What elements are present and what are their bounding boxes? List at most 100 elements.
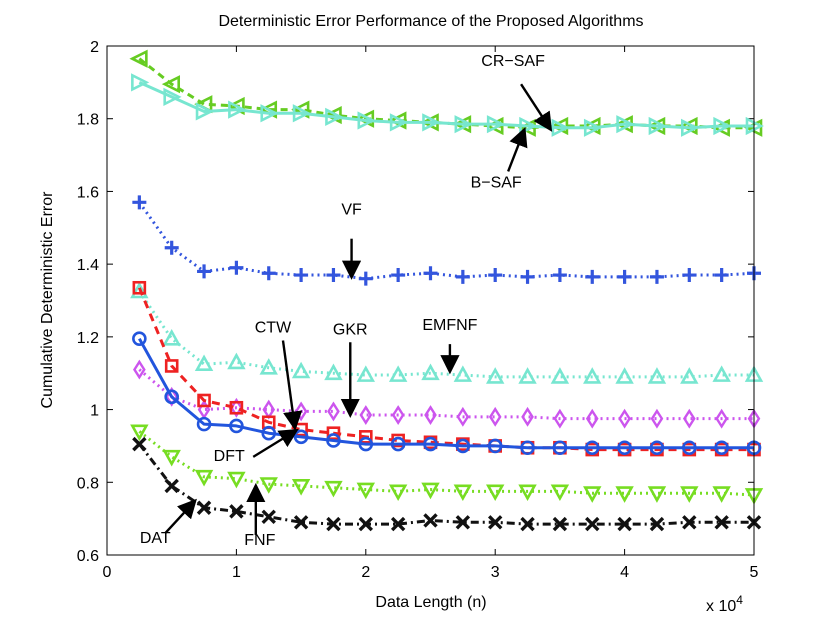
x-axis-title: Data Length (n) — [375, 594, 486, 611]
data-point-dft — [681, 440, 697, 456]
data-point-dat — [164, 478, 179, 494]
data-point-ctw — [229, 400, 244, 415]
data-point-b-saf — [163, 87, 182, 107]
data-point-b-saf — [195, 102, 214, 121]
data-point-gkr — [585, 408, 599, 429]
data-point-gkr — [230, 397, 243, 418]
data-point-fnf — [324, 480, 343, 498]
x-tick-label: 2 — [361, 564, 370, 581]
data-point-dft — [584, 440, 600, 456]
data-point-dat — [390, 516, 406, 532]
data-point-gkr — [521, 406, 534, 427]
data-point-gkr — [650, 408, 664, 429]
data-point-ctw — [358, 430, 373, 444]
data-point-vf — [164, 240, 179, 255]
data-point-fnf — [518, 484, 537, 502]
data-point-cr-saf — [388, 111, 407, 130]
data-point-vf — [649, 269, 664, 284]
data-point-vf — [520, 269, 535, 284]
data-point-gkr — [391, 405, 405, 425]
data-point-emfnf — [550, 367, 570, 384]
chart-title: Deterministic Error Performance of the P… — [218, 13, 643, 30]
data-point-emfnf — [356, 365, 376, 382]
data-point-gkr — [715, 408, 728, 429]
data-point-fnf — [550, 484, 570, 502]
series-vf — [132, 195, 761, 286]
y-axis-title: Cumulative Deterministic Error — [39, 191, 56, 409]
data-point-b-saf — [389, 113, 409, 132]
data-point-fnf — [194, 469, 214, 487]
data-point-b-saf — [486, 115, 506, 134]
data-point-fnf — [712, 486, 731, 503]
data-point-gkr — [327, 401, 340, 422]
data-point-vf — [326, 268, 341, 283]
data-point-b-saf — [454, 115, 473, 134]
data-point-emfnf — [291, 361, 311, 379]
data-point-gkr — [682, 408, 696, 429]
y-tick-label: 0.8 — [77, 475, 99, 492]
data-point-dft — [132, 331, 147, 346]
data-point-dft — [326, 433, 341, 448]
data-point-cr-saf — [549, 116, 569, 136]
data-point-fnf — [615, 486, 634, 503]
data-point-gkr — [133, 359, 146, 380]
x-multiplier-base: x 10 — [706, 598, 736, 615]
plot-area — [107, 46, 754, 555]
data-point-fnf — [485, 484, 505, 502]
data-point-emfnf — [583, 367, 602, 384]
data-point-cr-saf — [129, 49, 148, 68]
data-point-dat — [196, 500, 212, 515]
plot-frame — [106, 45, 755, 556]
annotation-arrow-b-saf — [507, 126, 528, 172]
data-point-b-saf — [713, 116, 732, 136]
annotation-label-cr-saf: CR−SAF — [481, 53, 545, 70]
annotation-arrow-dft — [252, 428, 299, 458]
data-point-dat — [261, 509, 276, 525]
data-point-emfnf — [680, 367, 699, 384]
data-point-b-saf — [648, 116, 667, 136]
x-tick-label: 0 — [103, 564, 112, 581]
data-point-vf — [585, 269, 600, 284]
annotation-arrow-ctw — [281, 340, 303, 431]
series-dat — [132, 436, 762, 532]
annotation-layer: CR−SAF B−SAF VF CTW GKR EMFNF DFT DAT FNF — [140, 53, 553, 549]
y-tick-label: 0.6 — [77, 548, 99, 565]
data-point-dft — [455, 438, 471, 454]
data-point-cr-saf — [355, 109, 375, 128]
data-point-emfnf — [324, 363, 343, 381]
data-point-emfnf — [518, 367, 537, 384]
data-point-dat — [423, 513, 438, 528]
data-point-gkr — [488, 406, 502, 427]
y-tick-label: 1.6 — [77, 184, 99, 201]
data-point-dat — [552, 516, 568, 532]
data-point-dft — [390, 436, 406, 452]
data-point-dft — [423, 436, 438, 452]
data-point-b-saf — [325, 107, 344, 126]
data-point-emfnf — [259, 358, 278, 375]
data-point-dat — [326, 516, 341, 532]
data-point-fnf — [130, 424, 149, 442]
annotation-arrow-cr-saf — [520, 83, 553, 132]
annotation-label-emfnf: EMFNF — [422, 317, 477, 334]
data-point-gkr — [618, 408, 631, 429]
data-point-b-saf — [422, 113, 441, 132]
data-point-dat — [585, 516, 600, 532]
series-line-dat — [138, 443, 754, 526]
data-point-b-saf — [357, 111, 376, 130]
data-point-ctw — [326, 426, 341, 441]
data-point-b-saf — [551, 118, 570, 137]
data-point-b-saf — [583, 118, 603, 137]
data-point-b-saf — [260, 104, 279, 123]
data-point-dft — [520, 440, 535, 456]
data-point-dat — [487, 515, 503, 530]
annotation-label-fnf: FNF — [244, 532, 275, 549]
annotation-label-dat: DAT — [140, 530, 171, 547]
series-emfnf — [130, 281, 764, 384]
data-point-dft — [617, 440, 632, 456]
data-point-vf — [229, 260, 244, 275]
data-point-dat — [682, 515, 697, 530]
data-point-gkr — [359, 405, 373, 425]
x-tick-label: 1 — [232, 564, 241, 581]
data-point-vf — [682, 268, 697, 283]
